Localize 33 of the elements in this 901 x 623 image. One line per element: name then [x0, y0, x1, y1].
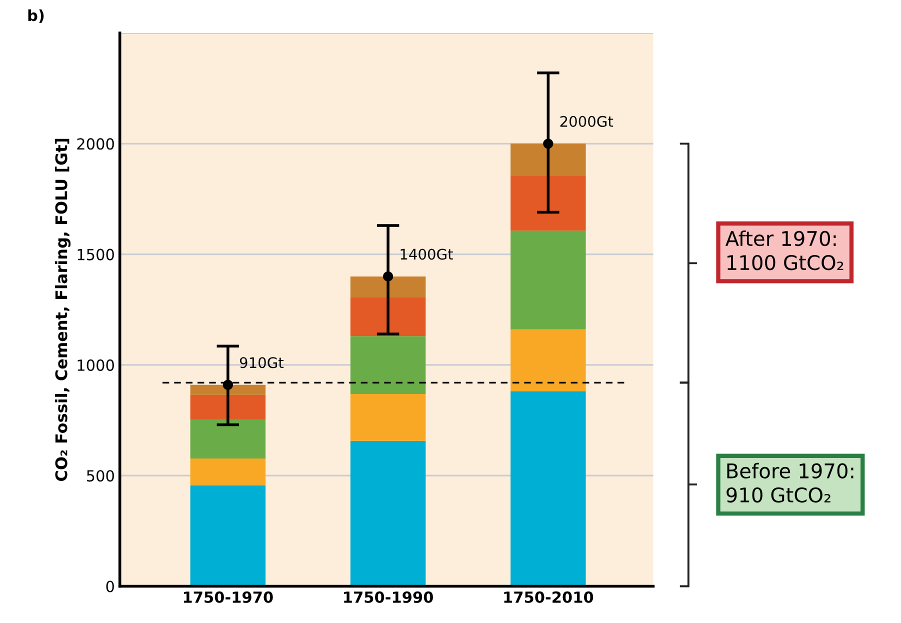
bar	[190, 458, 266, 486]
data-label: 2000Gt	[560, 116, 614, 127]
bar	[190, 486, 266, 586]
text: Before 1970: 910 GtCO₂	[726, 462, 854, 503]
point	[543, 138, 554, 149]
bar	[190, 420, 266, 459]
data-label: 910Gt	[240, 357, 284, 368]
text: b)	[28, 9, 44, 23]
bar	[350, 336, 426, 394]
y-tick-label: 0	[106, 580, 114, 592]
bar	[190, 394, 266, 420]
y-tick-label: 500	[86, 470, 114, 482]
point	[222, 380, 234, 390]
bar	[510, 144, 586, 176]
x-tick-label: 1750-2010	[504, 591, 594, 603]
bar	[510, 230, 586, 330]
y-tick-label: 1000	[78, 359, 114, 371]
bar	[350, 276, 426, 298]
y-tick-label: 2000	[77, 138, 114, 150]
point	[382, 271, 394, 282]
y-tick-label: 1500	[78, 248, 114, 260]
bar	[350, 297, 426, 336]
bar	[510, 176, 586, 231]
y-axis-title: CO₂ Fossil, Cement, Flaring, FOLU [Gt]	[54, 138, 71, 481]
bar	[510, 391, 586, 586]
data-label: 1400Gt	[400, 248, 453, 260]
text: After 1970: 1100 GtCO₂	[725, 230, 844, 270]
bar	[350, 440, 426, 586]
bar	[510, 329, 586, 392]
bar	[190, 384, 266, 395]
x-tick-label: 1750-1970	[184, 591, 273, 603]
bar	[350, 394, 426, 441]
x-tick-label: 1750-1990	[344, 591, 434, 603]
